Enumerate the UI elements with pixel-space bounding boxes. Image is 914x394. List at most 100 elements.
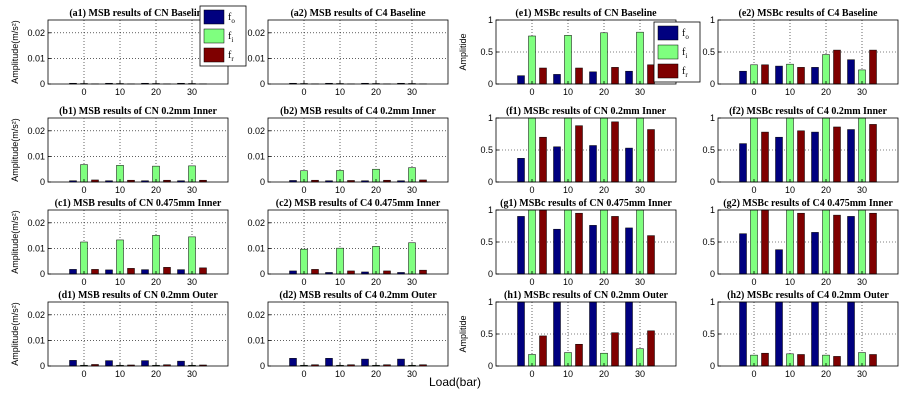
plot-area	[48, 302, 228, 366]
bar-f_r-30	[647, 64, 655, 85]
panel-title: (c2) MSB results of C4 0.475mm Inner	[276, 198, 441, 209]
x-tick-label: 20	[371, 87, 381, 97]
bar-f_i-20	[822, 117, 830, 183]
plot-area	[268, 210, 448, 274]
panel-title: (e2) MSBc results of C4 Baseline	[739, 8, 879, 19]
x-tick-label: 10	[785, 87, 795, 97]
x-tick-label: 0	[301, 87, 306, 97]
x-tick-label: 0	[751, 277, 756, 287]
bar-f_o-20	[589, 71, 597, 85]
x-tick-label: 10	[785, 185, 795, 195]
x-tick-label: 10	[563, 87, 573, 97]
y-tick-label: 0	[488, 177, 493, 187]
y-tick-label: 0.01	[247, 335, 265, 345]
bar-f_r-0	[761, 131, 769, 183]
bar-f_r-10	[575, 125, 583, 183]
plot-area	[48, 118, 228, 182]
bar-f_r-0	[761, 352, 769, 367]
legend-subscript: r	[231, 55, 234, 63]
bar-f_o-10	[553, 228, 561, 275]
x-tick-label: 30	[187, 185, 197, 195]
bar-f_o-10	[775, 136, 783, 183]
x-tick-label: 10	[335, 277, 345, 287]
bar-f_o-10	[553, 146, 561, 183]
y-axis-label: Amplitide	[458, 33, 468, 70]
bar-f_o-20	[141, 269, 149, 275]
legend-swatch	[657, 63, 679, 79]
axes-frame	[267, 209, 449, 275]
panel-b1: 0 0.01 0.02 0 10 20 30 (b1) MSB results of CN 0…	[10, 106, 229, 195]
x-tick-label: 30	[635, 185, 645, 195]
bar-f_i-0	[528, 209, 536, 275]
y-tick-label: 0.02	[27, 310, 45, 320]
bar-f_r-10	[575, 212, 583, 275]
bar-f_r-20	[833, 126, 841, 183]
y-tick-label: 0.01	[247, 243, 265, 253]
y-tick-label: 1	[710, 297, 715, 307]
panel-title: (a1) MSB results of CN Baseline	[69, 8, 207, 19]
x-tick-label: 0	[81, 369, 86, 379]
panel-title: (d1) MSB results of CN 0.2mm Outer	[58, 290, 218, 301]
panel-title: (h1) MSBc results of CN 0.2mm Outer	[504, 290, 669, 301]
panel-c2: 0 0.01 0.02 0 10 20 30 (c2) MSB results of C4 0…	[247, 198, 449, 287]
x-tick-label: 0	[81, 185, 86, 195]
legend-swatch	[203, 47, 225, 63]
y-tick-label: 0.5	[702, 237, 715, 247]
x-tick-label: 30	[635, 277, 645, 287]
y-axis-label: Amplitude(m/s²)	[10, 20, 20, 84]
x-tick-label: 0	[529, 185, 534, 195]
y-tick-label: 0.02	[247, 218, 265, 228]
panel-f1: 00.510 10 20 30(f1) MSBc results of CN 0.2m…	[480, 106, 677, 195]
bar-f_o-0	[739, 301, 747, 367]
x-tick-label: 30	[187, 277, 197, 287]
y-tick-label: 0.01	[27, 53, 45, 63]
bar-f_r-0	[761, 209, 769, 275]
legend-swatch	[657, 44, 679, 60]
bar-f_o-20	[811, 232, 819, 275]
panel-title: (b1) MSB results of CN 0.2mm Inner	[59, 106, 217, 117]
y-tick-label: 0	[260, 177, 265, 187]
bar-f_i-20	[822, 54, 830, 85]
y-tick-label: 0	[40, 177, 45, 187]
x-tick-label: 0	[301, 277, 306, 287]
panel-a2: 0 0.01 0.02 0 10 20 30 (a2) MSB results of C4 B…	[247, 8, 449, 97]
y-tick-label: 1	[488, 297, 493, 307]
bar-f_r-20	[611, 67, 619, 85]
bar-f_r-30	[869, 354, 877, 367]
x-tick-label: 0	[751, 185, 756, 195]
bar-f_o-30	[847, 216, 855, 275]
x-tick-label: 10	[115, 87, 125, 97]
x-tick-label: 30	[857, 87, 867, 97]
x-tick-label: 30	[635, 369, 645, 379]
bar-f_i-30	[636, 31, 644, 85]
bar-f_i-10	[564, 35, 572, 85]
bar-f_i-20	[152, 235, 160, 275]
x-tick-label: 20	[599, 87, 609, 97]
bar-f_r-0	[311, 269, 319, 275]
panel-title: (b2) MSB results of C4 0.2mm Inner	[280, 106, 436, 117]
bar-f_r-30	[199, 267, 207, 275]
y-tick-label: 0	[260, 361, 265, 371]
x-tick-label: 20	[371, 185, 381, 195]
legend-right: fo fi fr	[653, 21, 701, 83]
axes-frame	[47, 301, 229, 367]
legend-subscript: r	[685, 71, 688, 79]
bar-f_o-0	[517, 158, 525, 183]
bar-f_r-30	[647, 330, 655, 367]
x-tick-label: 10	[115, 369, 125, 379]
x-tick-label: 20	[599, 277, 609, 287]
y-axis-label: Amplitude(m/s²)	[10, 210, 20, 274]
x-tick-label: 0	[529, 277, 534, 287]
bar-f_o-10	[553, 301, 561, 367]
bar-f_i-10	[116, 239, 124, 275]
panel-grid: 00.010.020 10 20 30(a1) MSB results of CN B…	[10, 8, 899, 379]
x-tick-label: 30	[635, 87, 645, 97]
x-tick-label: 30	[857, 369, 867, 379]
bar-f_o-30	[847, 59, 855, 85]
panel-d2: 0 0.01 0.02 0 10 20 30 (d2) MSB results of C4 0…	[247, 290, 449, 379]
bar-f_r-30	[869, 49, 877, 85]
bar-f_r-0	[539, 67, 547, 85]
bar-f_r-10	[127, 268, 135, 275]
panel-title: (f2) MSBc results of C4 0.2mm Inner	[729, 106, 887, 117]
bar-f_i-10	[564, 209, 572, 275]
